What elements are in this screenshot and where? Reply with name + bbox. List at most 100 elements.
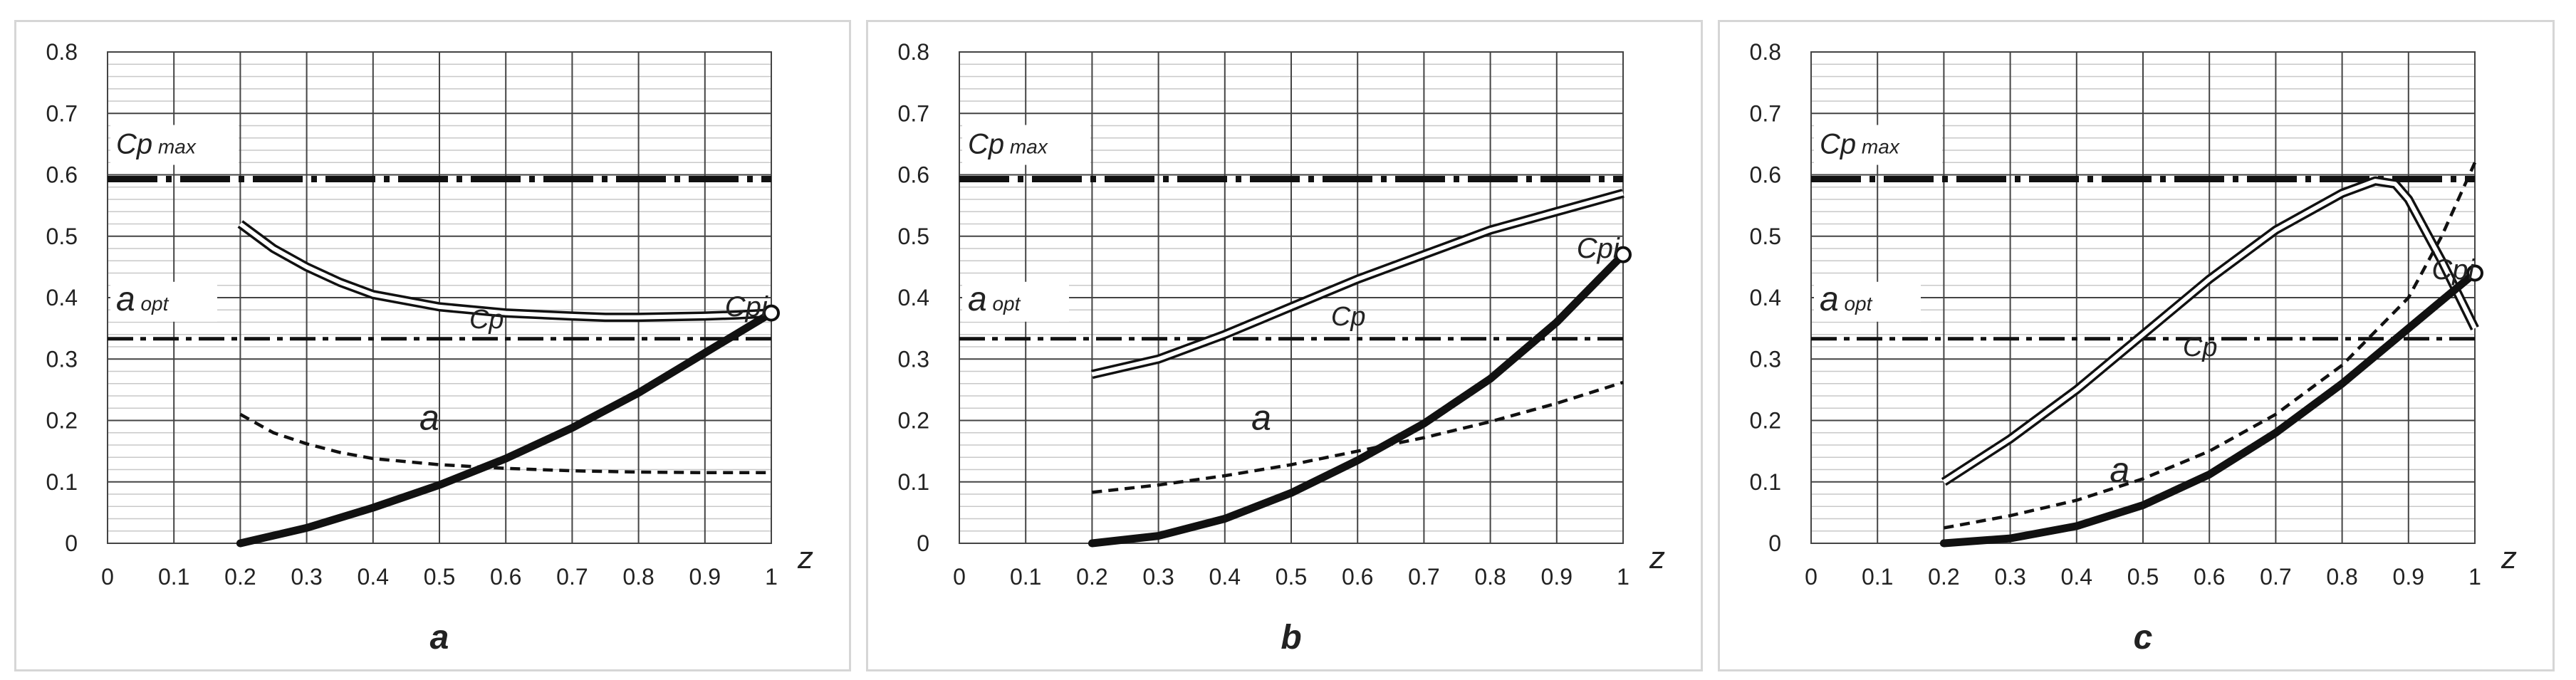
x-tick-label: 0 — [101, 564, 114, 590]
x-tick-label: 0.5 — [1276, 564, 1307, 590]
x-tick-label: 0.1 — [158, 564, 189, 590]
y-tick-label: 0.2 — [46, 408, 78, 434]
y-tick-label: 0.5 — [46, 224, 78, 249]
reference-label-background — [962, 281, 1069, 322]
x-tick-label: 0.5 — [2127, 564, 2159, 590]
y-tick-label: 0.6 — [46, 162, 78, 188]
y-tick-label: 0.3 — [898, 346, 929, 372]
chart-panel-a: 0 0.1 0.2 0.3 0.4 0.5 0.6 0.7 0.8 0 0.1 0.2 0.3 0.4 0.… — [14, 20, 851, 671]
y-tick-label: 0.1 — [898, 469, 929, 495]
cpi-end-marker — [2466, 264, 2483, 282]
reference-label-background — [1814, 281, 1921, 322]
x-tick-label: 0.8 — [2326, 564, 2357, 590]
x-tick-label: 0.3 — [291, 564, 322, 590]
y-tick-label: 0.7 — [1750, 100, 1781, 126]
x-tick-label: 0.1 — [1862, 564, 1893, 590]
y-tick-label: 0.7 — [898, 100, 929, 126]
series-cp-line-inner — [239, 222, 772, 320]
series-cp-line-inner — [1942, 179, 2477, 484]
x-axis-label: z — [1649, 540, 1665, 575]
y-tick-label: 0.8 — [46, 39, 78, 65]
series-cpi-line — [1939, 269, 2479, 548]
chart-a-svg: 0 0.1 0.2 0.3 0.4 0.5 0.6 0.7 0.8 0 0.1 0.2 0.3 0.4 0.… — [46, 39, 813, 657]
x-tick-label: 1 — [2468, 564, 2481, 590]
y-tick-label: 0 — [1768, 530, 1781, 556]
panel-label: a — [430, 619, 449, 657]
panel-label: b — [1281, 619, 1301, 657]
chart-panel-b: 0 0.1 0.2 0.3 0.4 0.5 0.6 0.7 0.8 0 0.1 0.2 0.3 0.4 0.… — [866, 20, 1703, 671]
x-tick-label: 0.6 — [1342, 564, 1373, 590]
y-tick-label: 0.2 — [1750, 408, 1781, 434]
series-a-line — [1943, 162, 2477, 530]
plot-area-border — [959, 51, 1624, 544]
series-annotation-a: a — [2110, 450, 2129, 490]
y-tick-label: 0.4 — [898, 285, 929, 310]
cp-max-label: Cp max — [1820, 129, 1900, 160]
x-tick-label: 0.6 — [490, 564, 521, 590]
series-annotation-cpi: Cpi — [2431, 254, 2475, 286]
series-a-line — [239, 412, 771, 475]
x-tick-label: 0 — [953, 564, 966, 590]
x-tick-label: 0.2 — [1076, 564, 1107, 590]
x-tick-label: 1 — [765, 564, 778, 590]
panel-label: c — [2134, 619, 2153, 657]
plot-area-border — [1810, 51, 2476, 544]
x-tick-label: 0.1 — [1010, 564, 1041, 590]
x-tick-label: 0.5 — [424, 564, 455, 590]
y-tick-label: 0.1 — [46, 469, 78, 495]
y-tick-label: 0.3 — [1750, 346, 1781, 372]
reference-label-background — [110, 125, 239, 165]
series-cp-line-inner — [1091, 191, 1624, 377]
y-tick-label: 0.3 — [46, 346, 78, 372]
y-tick-label: 0.4 — [1750, 285, 1781, 310]
series-annotation-cpi: Cpi — [725, 291, 768, 323]
y-tick-label: 0.6 — [1750, 162, 1781, 188]
series-annotation-a: a — [1251, 397, 1271, 437]
chart-b-svg: 0 0.1 0.2 0.3 0.4 0.5 0.6 0.7 0.8 0 0.1 0.2 0.3 0.4 0.… — [898, 39, 1665, 657]
x-tick-label: 0.9 — [1541, 564, 1573, 590]
y-tick-label: 0.2 — [898, 408, 929, 434]
y-tick-label: 0.4 — [46, 285, 78, 310]
series-cpi-line — [236, 309, 776, 548]
x-tick-label: 0.2 — [224, 564, 256, 590]
series-annotation-cp: Cp — [469, 305, 504, 335]
y-tick-label: 0 — [65, 530, 78, 556]
x-tick-label: 0.9 — [689, 564, 721, 590]
x-tick-label: 0.4 — [358, 564, 389, 590]
a-opt-label: a opt — [116, 281, 170, 318]
y-tick-label: 0.6 — [898, 162, 929, 188]
x-axis-label: z — [797, 540, 813, 575]
chart-c-svg: 0 0.1 0.2 0.3 0.4 0.5 0.6 0.7 0.8 0 0.1 0.2 0.3 0.4 0.… — [1750, 39, 2517, 657]
series-cpi-line — [1088, 251, 1627, 548]
x-tick-label: 1 — [1617, 564, 1629, 590]
x-tick-label: 0.7 — [2260, 564, 2291, 590]
cp-max-label: Cp max — [116, 129, 197, 160]
y-tick-label: 0.1 — [1750, 469, 1781, 495]
x-tick-label: 0.2 — [1928, 564, 1959, 590]
x-tick-label: 0.3 — [1142, 564, 1174, 590]
series-annotation-a: a — [419, 397, 439, 437]
reference-label-background — [1814, 125, 1942, 165]
x-axis-label: z — [2501, 540, 2517, 575]
y-tick-label: 0.5 — [898, 224, 929, 249]
x-tick-label: 0.6 — [2194, 564, 2225, 590]
reference-label-background — [110, 281, 217, 322]
y-tick-label: 0.8 — [898, 39, 929, 65]
x-tick-label: 0.7 — [1408, 564, 1439, 590]
x-tick-label: 0.8 — [622, 564, 654, 590]
x-tick-label: 0.9 — [2393, 564, 2424, 590]
x-tick-label: 0.7 — [556, 564, 588, 590]
series-annotation-cpi: Cpi — [1577, 233, 1620, 264]
y-tick-label: 0.5 — [1750, 224, 1781, 249]
x-tick-label: 0 — [1805, 564, 1818, 590]
plot-area-border — [107, 51, 772, 544]
series-annotation-cp: Cp — [2183, 333, 2218, 362]
y-tick-label: 0.7 — [46, 100, 78, 126]
chart-panel-c: 0 0.1 0.2 0.3 0.4 0.5 0.6 0.7 0.8 0 0.1 0.2 0.3 0.4 0.… — [1718, 20, 2555, 671]
cpi-end-marker — [763, 304, 780, 322]
x-tick-label: 0.3 — [1994, 564, 2025, 590]
x-tick-label: 0.8 — [1474, 564, 1506, 590]
a-opt-label: a opt — [968, 281, 1021, 318]
y-tick-label: 0.8 — [1750, 39, 1781, 65]
x-tick-label: 0.4 — [1209, 564, 1241, 590]
